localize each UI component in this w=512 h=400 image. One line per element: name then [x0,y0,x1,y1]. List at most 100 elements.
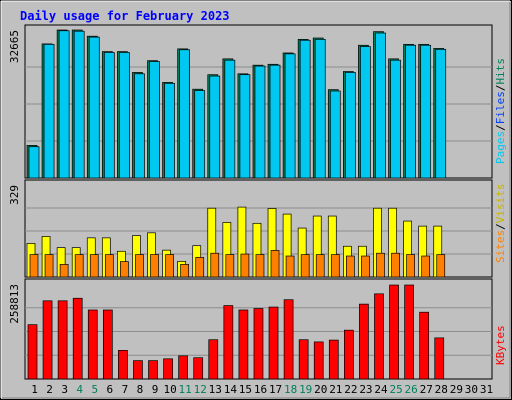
bar-kbytes-day-1 [27,324,38,380]
bar-kbytes-day-10 [163,358,173,380]
bar-kbytes-day-27 [419,311,430,380]
panel-kbytes: 258813 KBytes [8,278,507,380]
bar-sites-day-3 [59,264,69,278]
x-tick-label-day-20: 20 [314,383,327,396]
bar-sites-day-8 [135,254,144,278]
bar-sites-day-16 [255,254,265,278]
legend-entry-files: Files [494,91,507,124]
x-tick-label-day-19: 19 [299,383,312,396]
bar-files-day-9 [149,61,160,179]
bar-sites-day-14 [225,254,235,278]
bar-sites-day-15 [240,253,250,278]
x-tick-label-day-1: 1 [31,383,38,396]
bar-kbytes-day-28 [434,337,445,380]
bar-files-day-20 [314,39,326,179]
bar-files-day-5 [88,36,100,179]
bar-files-day-10 [164,82,175,179]
bar-sites-day-28 [436,254,446,278]
bar-kbytes-day-21 [328,339,339,380]
bar-files-day-1 [28,146,40,179]
bar-sites-day-10 [165,254,174,278]
bar-sites-day-1 [29,254,39,278]
x-tick-label-day-22: 22 [344,383,357,396]
bar-files-day-19 [299,39,311,179]
x-tick-label-day-18: 18 [284,383,297,396]
x-tick-label-day-3: 3 [61,383,68,396]
bar-files-day-16 [254,65,266,179]
bar-kbytes-day-8 [133,360,143,380]
bar-files-day-7 [119,52,130,179]
bar-files-day-15 [239,74,251,179]
bar-kbytes-day-17 [268,306,279,380]
legend-kbytes: KBytes [494,325,507,365]
bar-kbytes-day-2 [42,300,53,380]
bar-kbytes-day-23 [359,303,369,380]
x-tick-label-day-27: 27 [420,383,433,396]
bar-kbytes-day-15 [238,309,249,380]
chart-title: Daily usage for February 2023 [20,9,230,23]
x-tick-label-day-29: 29 [450,383,463,396]
x-tick-label-day-12: 12 [194,383,207,396]
bar-sites-day-12 [195,257,205,278]
x-tick-label-day-21: 21 [329,383,342,396]
bar-files-day-8 [134,73,145,179]
legend-separator: / [494,124,507,131]
bar-kbytes-day-24 [374,293,384,380]
bar-sites-day-5 [89,254,99,278]
bar-kbytes-day-20 [313,341,324,380]
max-value-label: 258813 [8,284,21,324]
bar-files-day-6 [103,52,115,179]
bar-files-day-26 [405,44,416,179]
x-tick-label-day-23: 23 [359,383,372,396]
x-tick-label-day-17: 17 [269,383,282,396]
bar-kbytes-day-4 [72,297,83,380]
bar-kbytes-day-22 [344,329,354,380]
bar-files-day-12 [194,90,206,179]
bar-files-day-22 [345,72,356,179]
x-tick-label-day-25: 25 [389,383,402,396]
bar-files-day-17 [269,64,281,179]
bar-sites-day-25 [391,252,400,278]
bar-sites-day-17 [270,250,280,278]
bar-kbytes-day-18 [283,299,294,380]
bar-kbytes-day-26 [404,284,414,380]
legend-visits-sites: Sites/Visits [494,184,507,264]
x-tick-label-day-15: 15 [239,383,252,396]
bar-files-day-28 [435,48,447,179]
x-tick-label-day-4: 4 [76,383,83,396]
bar-files-day-11 [179,49,190,179]
bar-sites-day-6 [104,254,114,278]
legend-separator: / [494,223,507,230]
max-value-label: 32665 [8,30,21,63]
x-tick-label-day-28: 28 [435,383,448,396]
bar-sites-day-20 [315,254,325,278]
legend-entry-pages: Pages [494,131,507,164]
legend-entry-kbytes: KBytes [494,325,507,365]
x-tick-label-day-6: 6 [107,383,114,396]
bar-sites-day-22 [346,255,355,278]
bar-files-day-24 [375,32,386,179]
x-tick-label-day-14: 14 [224,383,238,396]
bar-files-day-2 [43,43,55,179]
bar-files-day-13 [209,75,221,179]
bar-sites-day-23 [361,255,370,278]
bar-kbytes-day-9 [148,360,158,380]
panel-visits-sites: 329 Sites/Visits [8,179,507,278]
bar-kbytes-day-25 [389,284,399,380]
bar-sites-day-11 [180,264,189,278]
bar-files-day-23 [360,46,371,179]
bar-files-day-18 [284,53,296,179]
bar-kbytes-day-12 [193,357,204,380]
x-tick-label-day-26: 26 [405,383,418,396]
bar-kbytes-day-13 [208,339,219,380]
x-tick-label-day-16: 16 [254,383,267,396]
x-tick-label-day-30: 30 [465,383,478,396]
bar-files-day-4 [73,30,85,179]
legend-entry-hits: Hits [494,58,507,85]
bar-kbytes-day-11 [178,355,188,380]
x-tick-label-day-5: 5 [91,383,98,396]
bar-sites-day-18 [285,255,295,278]
max-value-label: 329 [8,185,21,205]
